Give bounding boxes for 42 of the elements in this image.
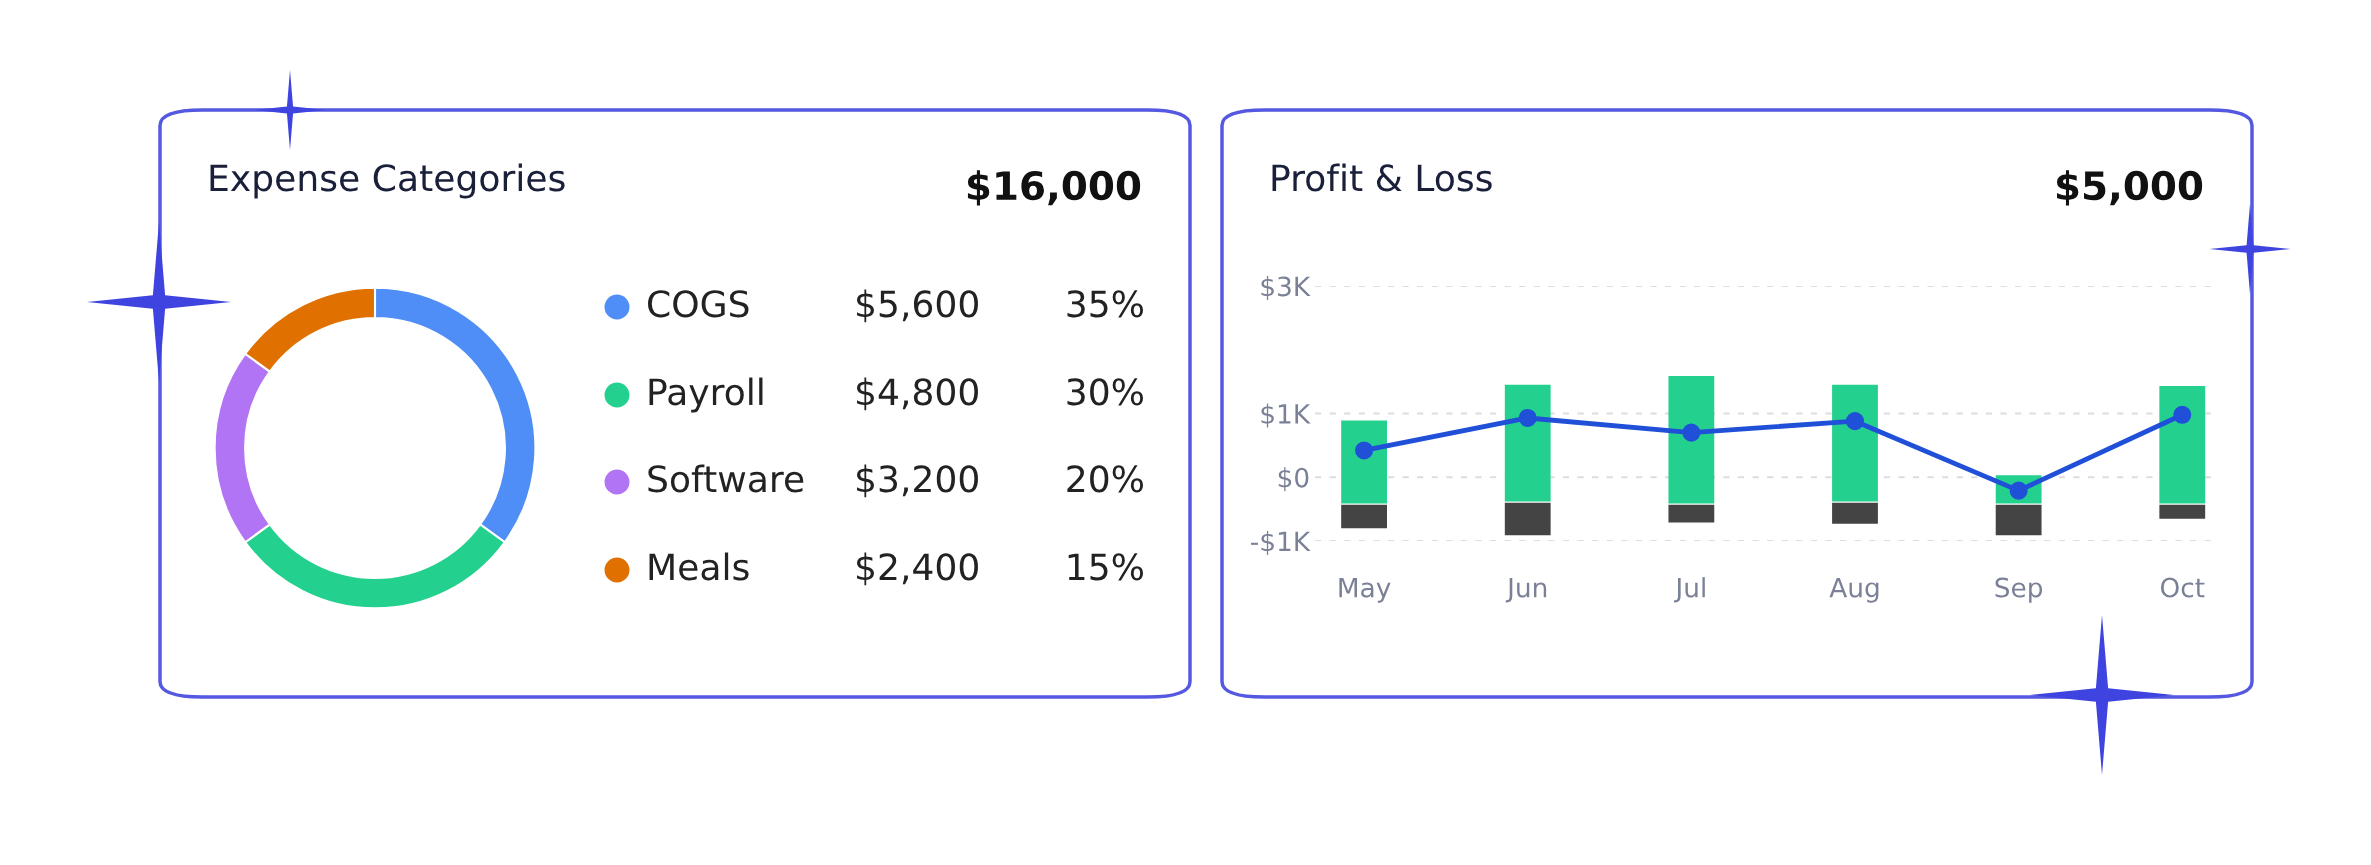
x-tick-label: Jul: [1674, 577, 1705, 603]
data-label: $3,200: [857, 464, 978, 498]
point: [1518, 408, 1537, 427]
x-tick-label: Sep: [1995, 577, 2043, 603]
chart-title: Profit & Loss: [1272, 163, 1492, 192]
legend-label: COGS: [648, 290, 749, 318]
chart-title: Expense Categories: [210, 163, 565, 199]
text: 15%: [1068, 553, 1144, 581]
bar: [2159, 504, 2206, 519]
data-label: $2,400: [857, 552, 978, 586]
point: [2173, 405, 2192, 424]
chart-subtitle: $5,000: [2056, 170, 2203, 206]
bar: [1504, 384, 1551, 502]
bar: [1832, 502, 1878, 524]
y-tick-label: -$1K: [1251, 530, 1311, 555]
point: [1682, 423, 1701, 442]
data-label: $4,800: [857, 377, 978, 411]
x-tick-label: Aug: [1829, 577, 1879, 603]
y-tick-label: $1K: [1261, 403, 1311, 428]
point: [1845, 412, 1865, 431]
x-tick-label: May: [1339, 577, 1391, 603]
bar: [1341, 504, 1387, 529]
data-label: $5,600: [857, 289, 978, 323]
bar: [1832, 384, 1878, 502]
bar: [1668, 504, 1715, 523]
text: 20%: [1067, 465, 1144, 493]
legend-label: Software: [648, 464, 804, 493]
legend-label: Payroll: [649, 377, 763, 413]
text: 35%: [1067, 290, 1144, 318]
y-tick-label: $0: [1278, 467, 1309, 492]
bar: [1995, 504, 2042, 536]
x-tick-label: Jun: [1505, 577, 1547, 603]
y-tick-label: $3K: [1261, 275, 1311, 300]
x-tick-label: Oct: [2160, 577, 2205, 598]
point: [1355, 441, 1374, 460]
chart-subtitle: $16,000: [967, 170, 1141, 206]
bar: [1668, 375, 1715, 504]
bar: [1504, 502, 1551, 536]
text: 30%: [1067, 378, 1144, 406]
bar: [2159, 386, 2206, 504]
bar: [1341, 420, 1387, 504]
legend-label: Meals: [649, 552, 749, 581]
